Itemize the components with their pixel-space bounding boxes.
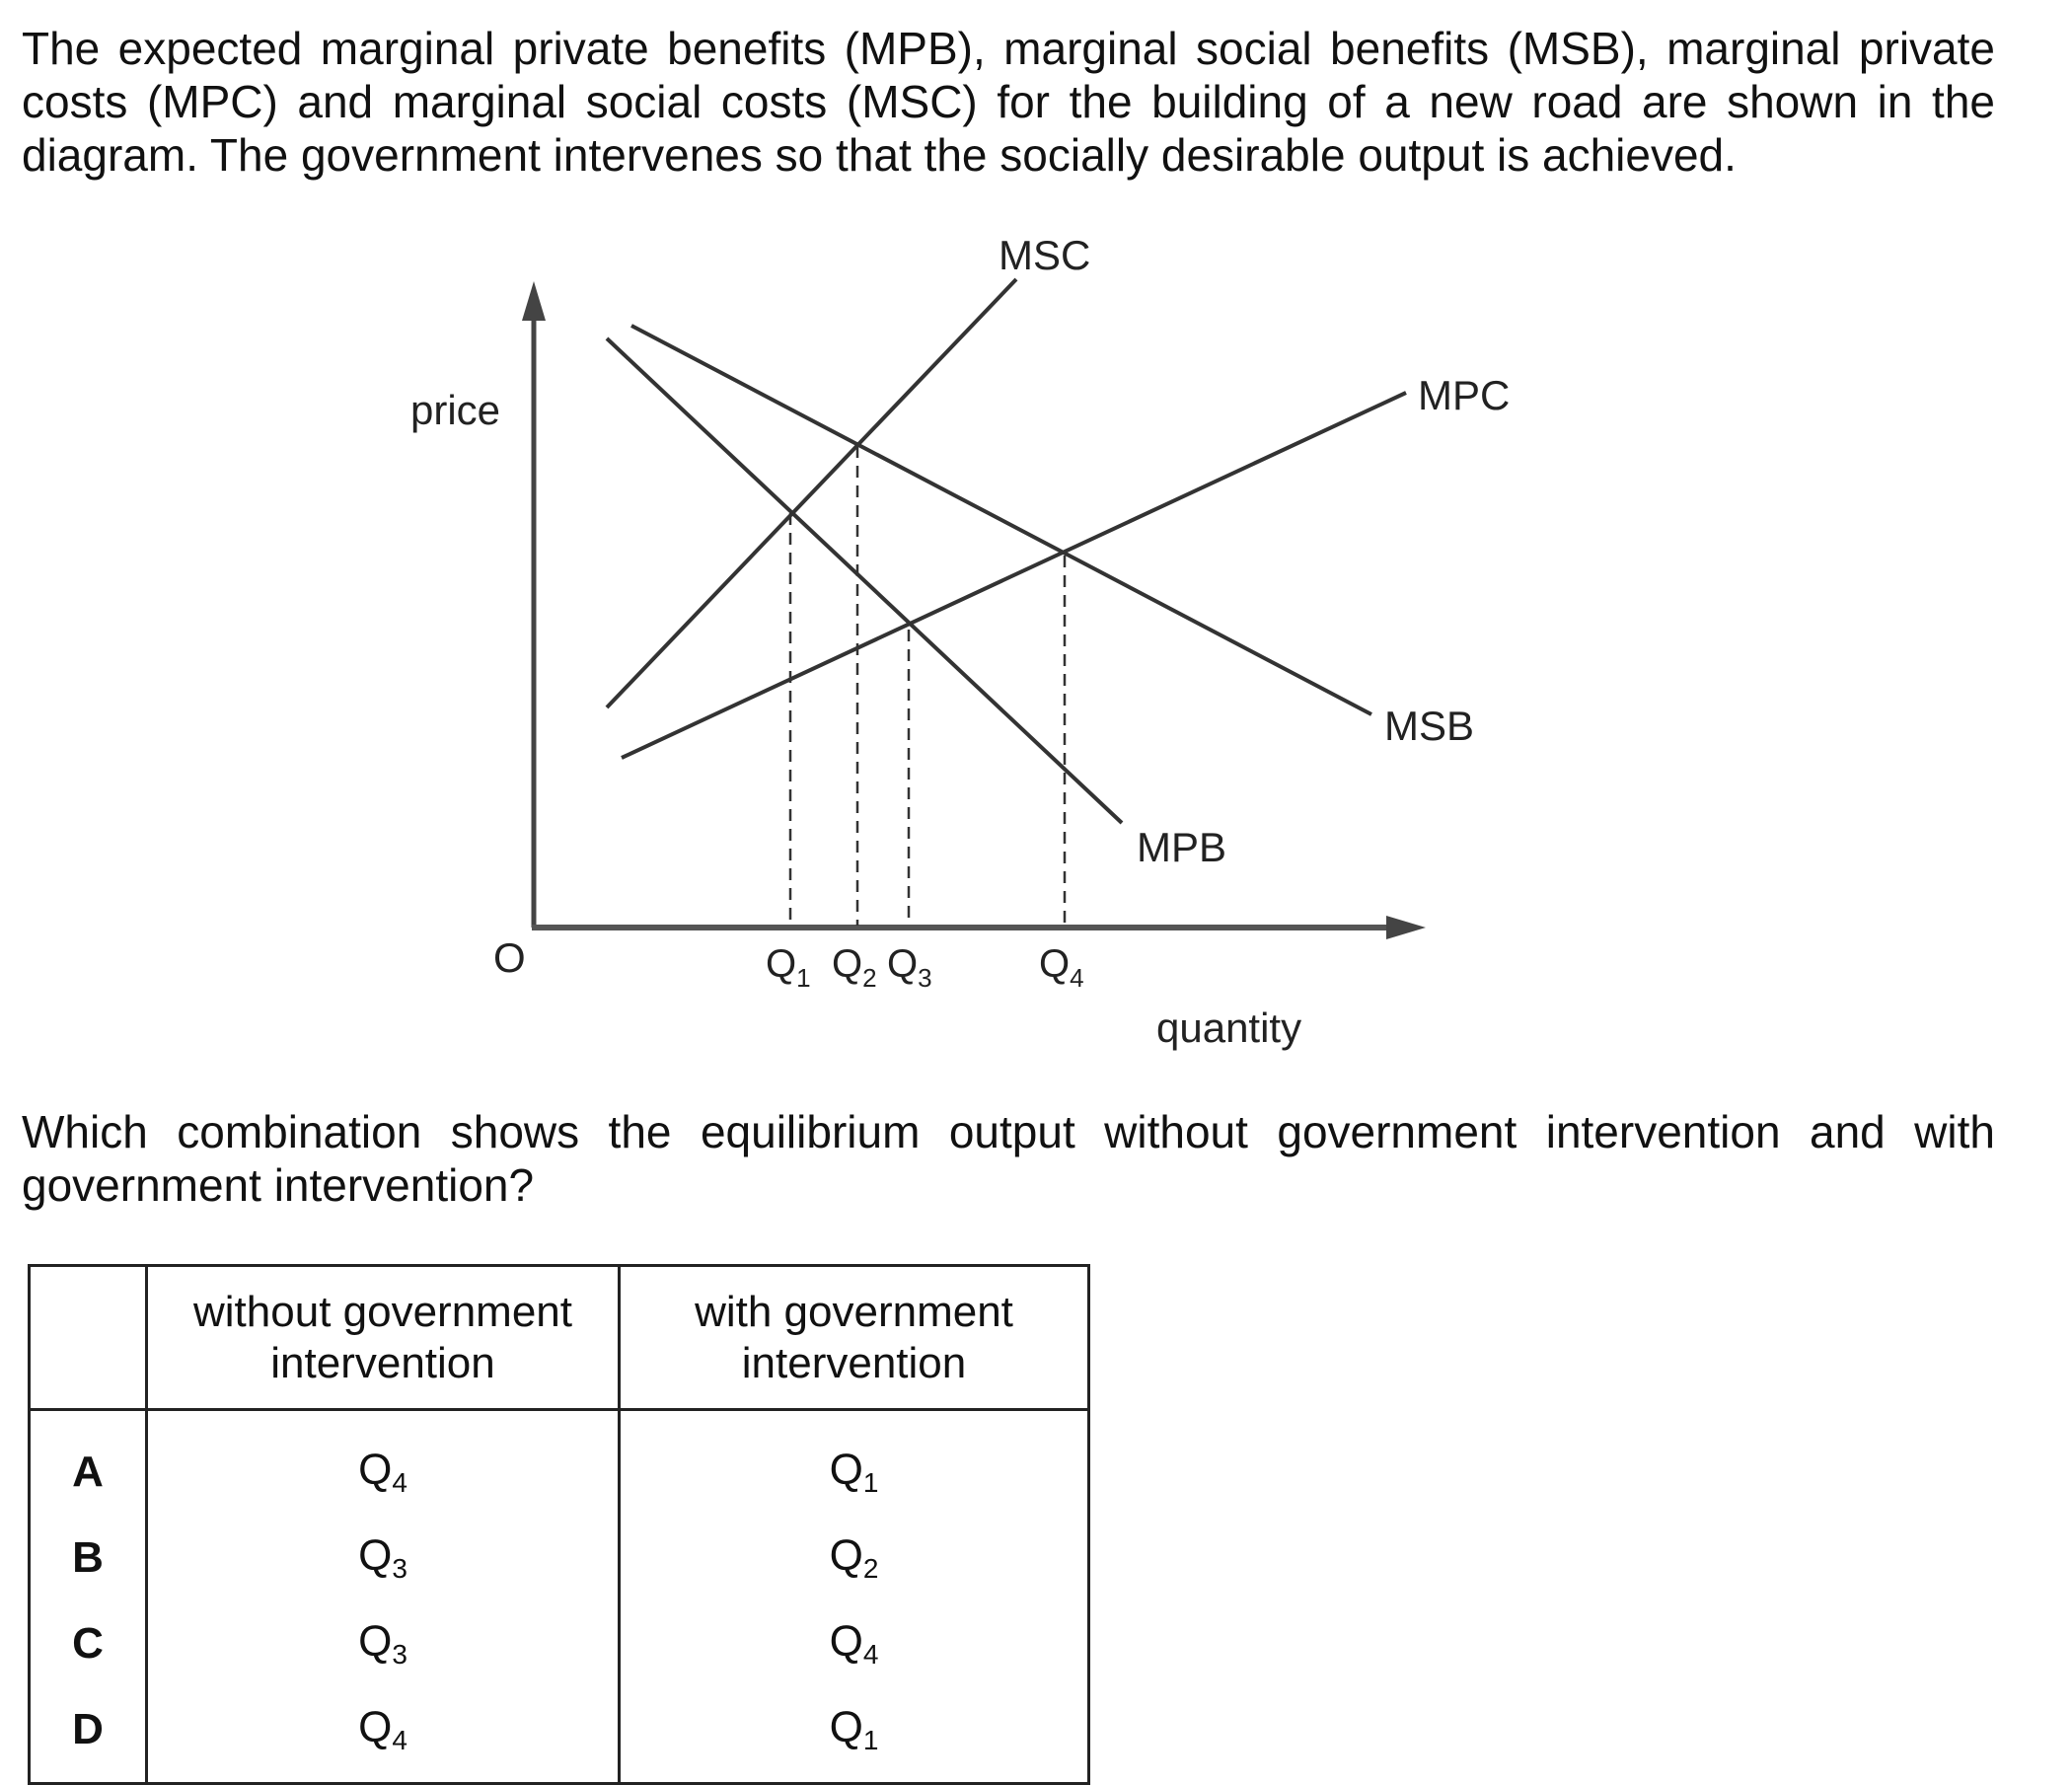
table-header-row: without government intervention with gov… <box>28 1264 1090 1411</box>
intro-paragraph: The expected marginal private benefits (… <box>22 22 1995 182</box>
tick-label-q3: Q3 <box>887 942 932 993</box>
option-without-value: Q3 <box>145 1515 621 1600</box>
option-without-value: Q4 <box>145 1409 621 1515</box>
option-without-value: Q3 <box>145 1600 621 1686</box>
intro-line: The expected marginal private benefits (… <box>22 23 1995 74</box>
mpc-label: MPC <box>1418 372 1510 418</box>
table-header-with: with government intervention <box>618 1264 1090 1411</box>
question-line: Which combination shows the equilibrium … <box>22 1106 1995 1157</box>
option-with-value: Q2 <box>618 1515 1090 1600</box>
table-row-d: D Q4 Q1 <box>28 1686 1090 1785</box>
intro-line: diagram. The government intervenes so th… <box>22 129 1737 181</box>
mpc-curve <box>621 391 1407 760</box>
option-letter: B <box>28 1515 148 1600</box>
y-axis-label: price <box>410 387 500 433</box>
header-line: intervention <box>741 1338 967 1387</box>
x-axis-arrowhead <box>1386 916 1426 939</box>
table-row-c: C Q3 Q4 <box>28 1600 1090 1686</box>
cost-benefit-diagram: MSC MPC MSB MPB price quantity O Q1 Q2 Q… <box>410 232 1510 1051</box>
option-with-value: Q1 <box>618 1686 1090 1785</box>
msb-curve <box>630 324 1372 716</box>
header-line: with government <box>695 1287 1013 1336</box>
table-row-b: B Q3 Q2 <box>28 1515 1090 1600</box>
origin-label: O <box>493 934 526 981</box>
y-axis-arrowhead <box>522 281 546 321</box>
x-axis-label: quantity <box>1156 1004 1301 1051</box>
table-header-without: without government intervention <box>145 1264 621 1411</box>
msc-label: MSC <box>999 232 1090 278</box>
msc-curve <box>605 277 1018 709</box>
mpb-curve <box>605 336 1124 825</box>
tick-label-q4: Q4 <box>1039 942 1084 993</box>
header-line: intervention <box>270 1338 495 1387</box>
msb-label: MSB <box>1384 703 1474 749</box>
tick-label-q2: Q2 <box>832 942 877 993</box>
header-line: without government <box>193 1287 572 1336</box>
option-letter: C <box>28 1600 148 1686</box>
tick-label-q1: Q1 <box>766 942 811 993</box>
option-with-value: Q1 <box>618 1409 1090 1515</box>
question-paragraph: Which combination shows the equilibrium … <box>22 1105 1995 1212</box>
option-letter: D <box>28 1686 148 1785</box>
intro-line: costs (MPC) and marginal social costs (M… <box>22 76 1995 127</box>
table-header-empty <box>28 1264 148 1411</box>
table-row-a: A Q4 Q1 <box>28 1409 1090 1515</box>
mpb-label: MPB <box>1137 824 1226 870</box>
option-letter: A <box>28 1409 148 1515</box>
question-line: government intervention? <box>22 1159 535 1211</box>
option-with-value: Q4 <box>618 1600 1090 1686</box>
option-without-value: Q4 <box>145 1686 621 1785</box>
answer-options-table: without government intervention with gov… <box>28 1264 1090 1785</box>
